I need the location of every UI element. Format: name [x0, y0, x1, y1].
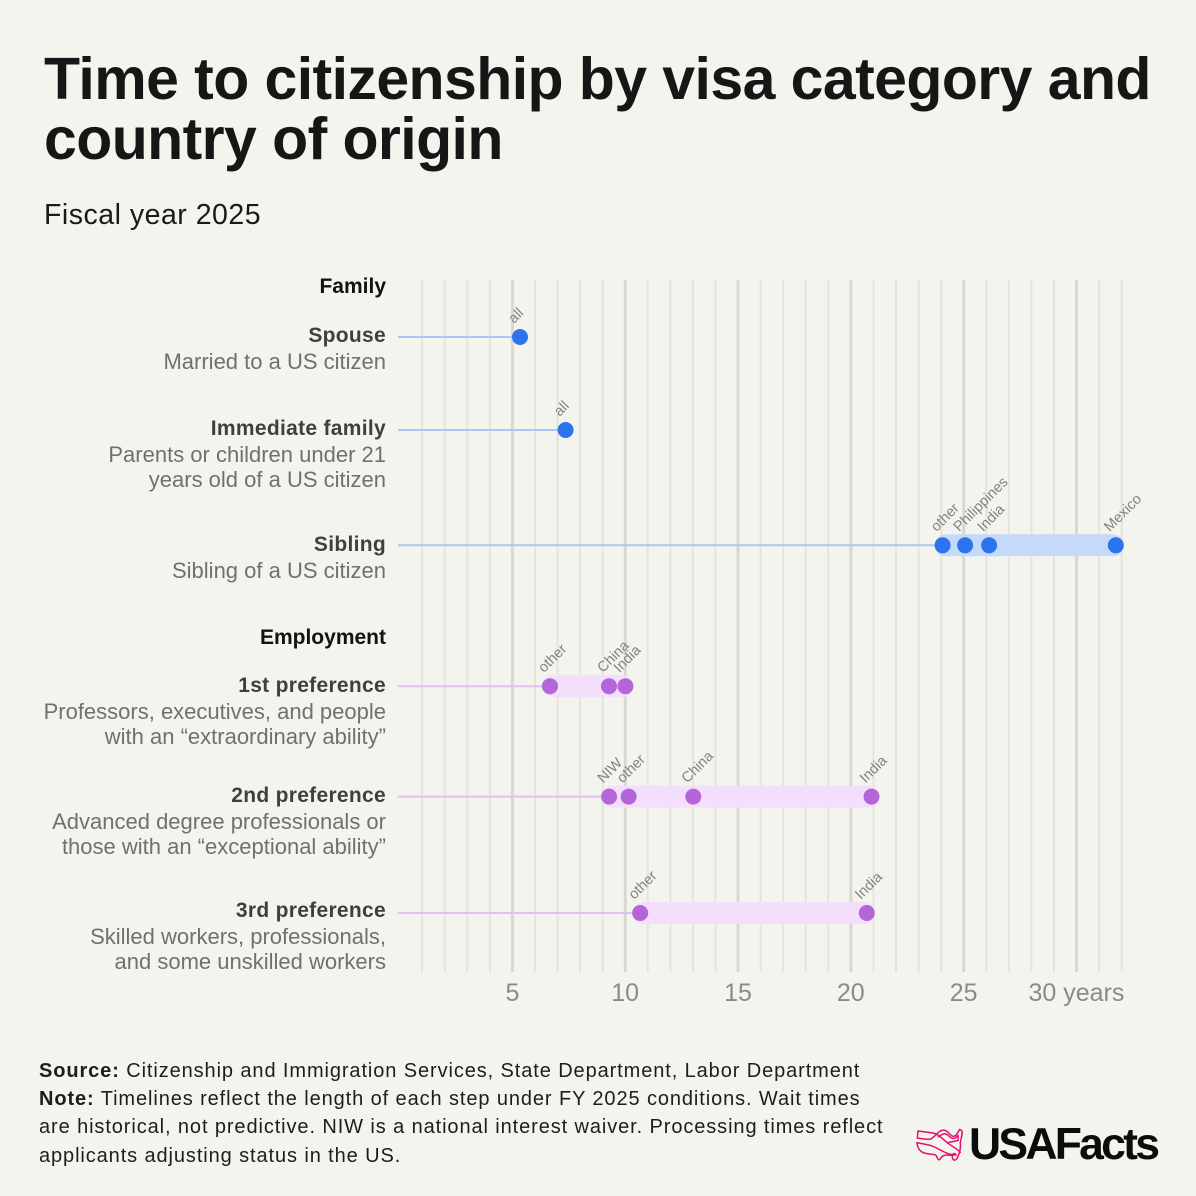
svg-text:5: 5	[505, 979, 519, 1007]
svg-text:20: 20	[837, 979, 865, 1007]
svg-text:other: other	[626, 868, 661, 903]
svg-text:India: India	[852, 869, 886, 903]
svg-text:other: other	[614, 752, 649, 787]
svg-text:25: 25	[950, 979, 978, 1007]
svg-text:all: all	[551, 398, 573, 420]
svg-text:Mexico: Mexico	[1101, 491, 1145, 535]
svg-text:all: all	[506, 305, 528, 327]
svg-text:other: other	[536, 641, 571, 676]
svg-text:15: 15	[724, 979, 752, 1007]
svg-text:30 years: 30 years	[1028, 979, 1124, 1007]
svg-text:10: 10	[611, 979, 639, 1007]
svg-text:China: China	[679, 748, 718, 787]
